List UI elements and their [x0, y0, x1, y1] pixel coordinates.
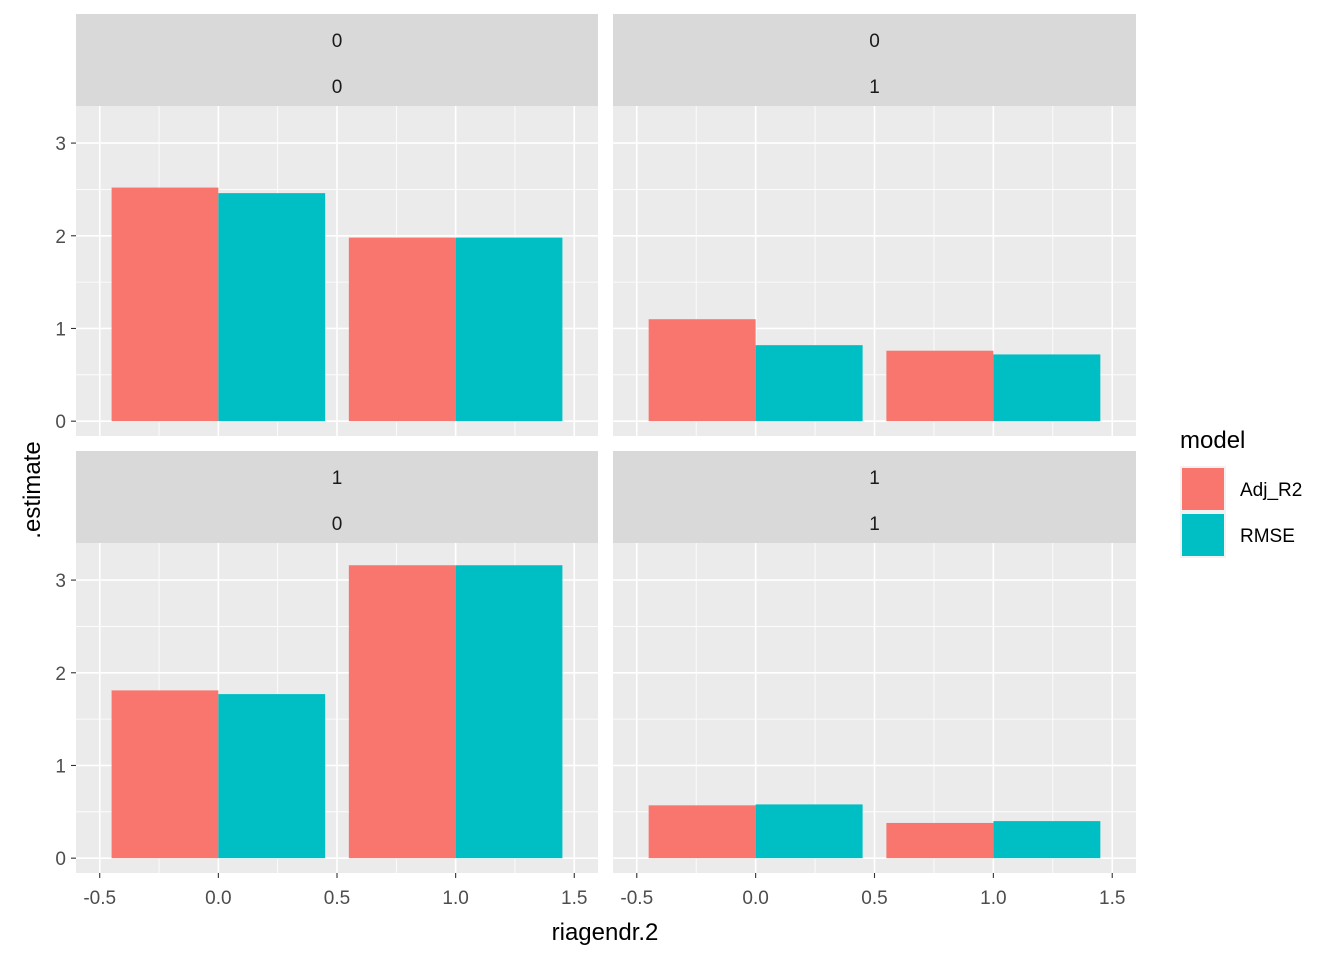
legend-label: RMSE: [1240, 526, 1295, 547]
bar: [648, 319, 756, 422]
bar: [218, 694, 326, 859]
y-axes: 0 1 2 3 0 1 2 3: [55, 134, 76, 870]
legend-key: [1182, 514, 1224, 556]
facet-strip-label: 1: [869, 77, 880, 98]
bar: [755, 804, 863, 859]
facet-strip: [613, 14, 1136, 106]
bar: [648, 805, 756, 859]
x-tick-label: 0.5: [324, 888, 350, 909]
y-tick-label: 0: [55, 849, 66, 870]
facet-strip-label: 1: [332, 468, 343, 489]
bar: [993, 354, 1101, 422]
bar: [348, 237, 456, 422]
facet-panel: 11: [613, 451, 1136, 873]
facet-strip: [76, 14, 598, 106]
bar: [886, 822, 994, 859]
x-tick-label: 0.0: [205, 888, 231, 909]
bar: [455, 237, 563, 422]
facet-strip-label: 0: [332, 77, 343, 98]
facet-strip-label: 0: [869, 31, 880, 52]
y-axis-title: .estimate: [19, 441, 46, 538]
facet-panel: 01: [613, 14, 1136, 436]
y-tick-label: 2: [55, 227, 66, 248]
x-tick-label: 1.5: [561, 888, 587, 909]
facet-strip-label: 0: [332, 514, 343, 535]
bar: [993, 821, 1101, 859]
legend-label: Adj_R2: [1240, 480, 1302, 501]
y-tick-label: 3: [55, 571, 66, 592]
facet-strip: [613, 451, 1136, 543]
bar: [218, 193, 326, 422]
legend-key: [1182, 468, 1224, 510]
x-tick-label: 1.5: [1099, 888, 1125, 909]
x-tick-label: 0.0: [742, 888, 768, 909]
y-tick-label: 2: [55, 664, 66, 685]
facet-panel: 10: [76, 451, 598, 873]
y-tick-label: 3: [55, 134, 66, 155]
facet-strip: [76, 451, 598, 543]
bar: [886, 350, 994, 422]
facet-strip-label: 1: [869, 514, 880, 535]
x-tick-label: -0.5: [620, 888, 653, 909]
y-tick-label: 1: [55, 319, 66, 340]
y-tick-label: 0: [55, 412, 66, 433]
y-tick-label: 1: [55, 756, 66, 777]
x-tick-label: 1.0: [980, 888, 1006, 909]
bar: [455, 565, 563, 859]
x-axes: -0.5 0.0 0.5 1.0 1.5 -0.5 0.0 0.5 1.0 1.5: [83, 873, 1125, 909]
x-tick-label: 0.5: [861, 888, 887, 909]
x-tick-label: 1.0: [442, 888, 468, 909]
bar: [111, 187, 219, 422]
facet-strip-label: 1: [869, 468, 880, 489]
x-axis-title: riagendr.2: [552, 919, 659, 946]
bar: [755, 345, 863, 422]
facet-strip-label: 0: [332, 31, 343, 52]
legend-title: model: [1180, 427, 1245, 454]
bar: [111, 690, 219, 859]
x-tick-label: -0.5: [83, 888, 116, 909]
bar: [348, 565, 456, 859]
facet-panel: 00: [76, 14, 598, 436]
legend: model Adj_R2 RMSE: [1180, 427, 1302, 558]
